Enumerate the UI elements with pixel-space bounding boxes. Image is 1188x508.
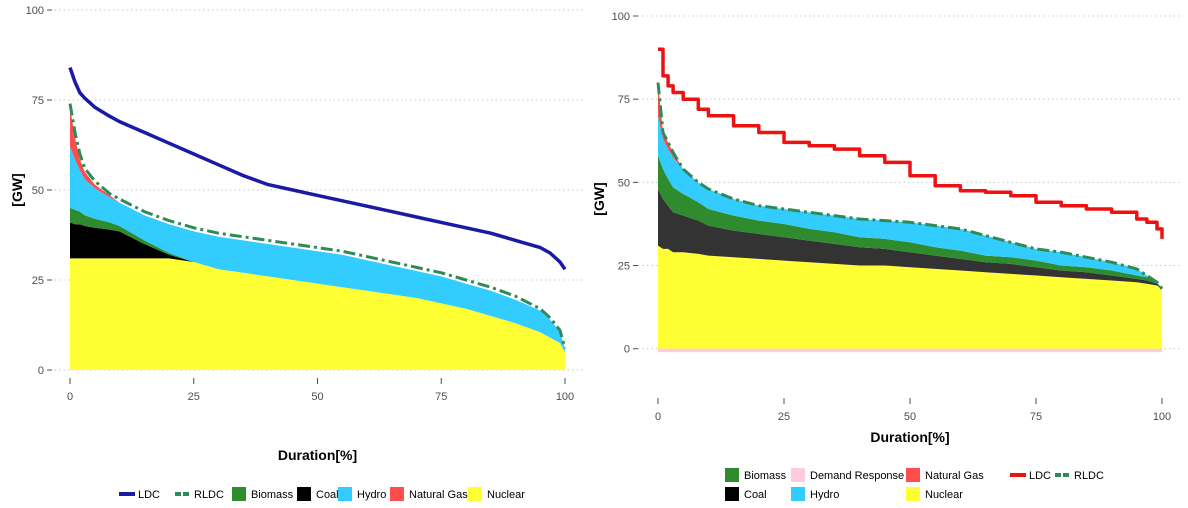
legend-swatch <box>297 487 311 501</box>
area-hydro <box>70 146 565 352</box>
y-tick-label: 50 <box>618 177 630 189</box>
y-tick-label: 75 <box>32 95 44 107</box>
line-ldc <box>68 67 567 271</box>
legend-label: Nuclear <box>487 489 525 501</box>
legend-swatch <box>468 487 482 501</box>
legend-label: Hydro <box>810 489 839 501</box>
legend-swatch <box>232 487 246 501</box>
y-tick-label: 100 <box>612 11 630 23</box>
legend-label: Demand Response <box>810 470 904 482</box>
x-tick-label: 50 <box>311 391 323 403</box>
legend-label: Hydro <box>357 489 386 501</box>
legend-swatch <box>390 487 404 501</box>
legend-swatch <box>725 468 739 482</box>
y-tick-label: 0 <box>38 365 44 377</box>
legend-swatch <box>906 468 920 482</box>
y-tick-label: 25 <box>618 261 630 273</box>
legend-label: Nuclear <box>925 489 963 501</box>
x-tick-label: 100 <box>1153 411 1171 423</box>
x-axis-label: Duration[%] <box>278 447 357 463</box>
y-tick-label: 75 <box>618 94 630 106</box>
x-tick-label: 50 <box>904 411 916 423</box>
y-axis-label: [GW] <box>9 173 25 206</box>
legend-swatch <box>906 487 920 501</box>
legend-label: LDC <box>1029 470 1051 482</box>
legend-swatch <box>791 468 805 482</box>
area-nuclear <box>70 258 565 370</box>
legend-label: RLDC <box>1074 470 1104 482</box>
x-axis-label: Duration[%] <box>870 429 949 445</box>
legend-swatch <box>725 487 739 501</box>
left-chart: 0 25 50 75 100 0 25 50 75 100 Duration[%] [GW] LDC RL… <box>9 5 585 501</box>
legend-label: Biomass <box>744 470 787 482</box>
right-chart: 0 25 50 75 100 0 25 50 75 100 Duration[%] [GW] Bioma… <box>591 11 1182 501</box>
legend-label: RLDC <box>194 489 224 501</box>
legend-label: Coal <box>744 489 767 501</box>
x-tick-label: 25 <box>778 411 790 423</box>
legend-label: Natural Gas <box>925 470 984 482</box>
x-tick-label: 0 <box>67 391 73 403</box>
legend-label: LDC <box>138 489 160 501</box>
x-tick-label: 0 <box>655 411 661 423</box>
area-coal <box>658 189 1162 289</box>
legend-swatch <box>791 487 805 501</box>
y-axis-label: [GW] <box>591 182 607 215</box>
area-demand-response <box>658 348 1162 353</box>
y-tick-label: 50 <box>32 185 44 197</box>
y-tick-label: 0 <box>624 344 630 356</box>
line-rldc <box>68 103 567 349</box>
y-tick-label: 100 <box>26 5 44 17</box>
area-biomass <box>658 155 1162 289</box>
line-ldc <box>658 47 1164 239</box>
line-rldc <box>656 82 1164 290</box>
area-coal <box>70 222 565 352</box>
y-tick-label: 25 <box>32 275 44 287</box>
legend-label: Natural Gas <box>409 489 468 501</box>
x-tick-label: 75 <box>1030 411 1042 423</box>
legend-swatch <box>338 487 352 501</box>
x-tick-label: 25 <box>188 391 200 403</box>
x-tick-label: 75 <box>435 391 447 403</box>
x-tick-label: 100 <box>556 391 574 403</box>
legend-label: Coal <box>316 489 339 501</box>
area-nuclear <box>658 245 1162 349</box>
legend-label: Biomass <box>251 489 294 501</box>
